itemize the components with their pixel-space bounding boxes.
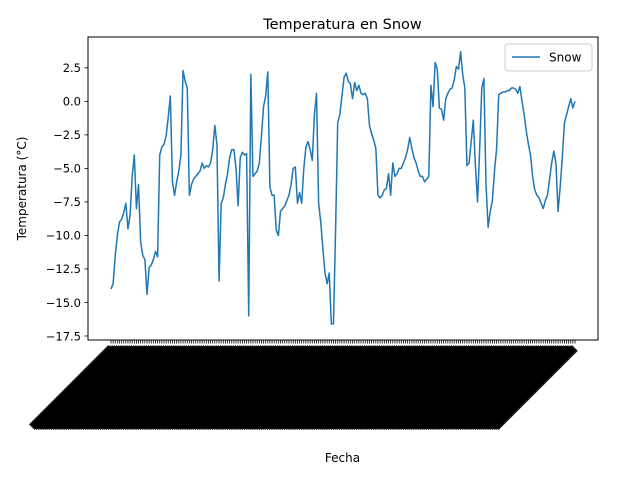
x-axis-label: Fecha [325,451,360,465]
y-tick-label: −10.0 [46,229,81,243]
y-tick-label: 0.0 [63,95,81,109]
chart-title: Temperatura en Snow [262,17,422,33]
x-tick-labels-overlapping [28,345,578,431]
legend: Snow [504,43,593,72]
y-tick-label: −12.5 [46,262,81,276]
plot-frame [87,36,599,341]
series-layer [110,51,576,325]
plot-area [87,36,599,341]
x-axis [28,340,578,431]
y-tick-label: −2.5 [53,128,81,142]
y-tick-label: −7.5 [53,195,81,209]
series-line-snow [110,51,576,325]
y-tick-label: 2.5 [63,61,81,75]
x-tick-label-mark [492,345,578,431]
legend-frame [504,43,593,72]
legend-label-snow: Snow [549,51,582,65]
y-axis: 2.5 0.0 −2.5 −5.0 −7.5 −10.0 −12.5 −15.0 −17.5 [46,61,88,343]
y-tick-label: −15.0 [46,296,81,310]
y-tick-label: −17.5 [46,329,81,343]
y-tick-label: −5.0 [53,162,81,176]
y-axis-label: Temperatura (°C) [15,137,29,242]
